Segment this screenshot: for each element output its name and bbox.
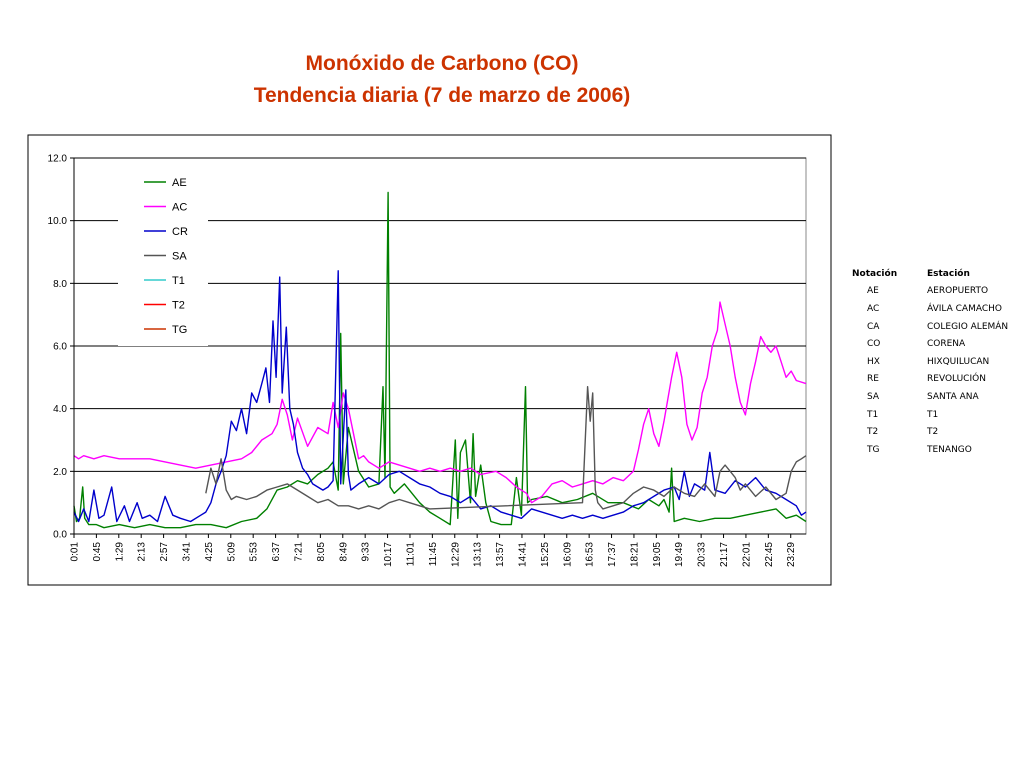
x-tick-label: 22:45 bbox=[764, 542, 775, 567]
x-tick-label: 16:09 bbox=[562, 542, 573, 567]
x-tick-label: 9:33 bbox=[361, 542, 372, 562]
station-name: ÁVILA CAMACHO bbox=[927, 303, 1002, 314]
y-tick-label: 4.0 bbox=[53, 404, 67, 415]
station-name: T2 bbox=[927, 427, 939, 438]
station-name: HIXQUILUCAN bbox=[927, 356, 990, 367]
x-tick-label: 7:21 bbox=[293, 542, 304, 562]
x-tick-label: 22:01 bbox=[741, 542, 752, 567]
x-tick-label: 11:45 bbox=[428, 542, 439, 567]
station-key-row: CO CORENA bbox=[848, 335, 1008, 353]
y-tick-label: 0.0 bbox=[53, 530, 67, 541]
x-tick-label: 8:05 bbox=[316, 542, 327, 562]
y-axis: 0.0 2.0 4.0 6.0 8.0 10.0 12.0 bbox=[48, 154, 75, 541]
x-tick-label: 18:21 bbox=[629, 542, 640, 567]
legend-label-sa: SA bbox=[172, 251, 187, 263]
x-tick-label: 11:01 bbox=[405, 542, 416, 567]
series-line-ac bbox=[73, 301, 807, 504]
legend-label-cr: CR bbox=[172, 226, 188, 238]
station-code: AE bbox=[867, 286, 879, 297]
y-tick-label: 2.0 bbox=[53, 467, 67, 478]
y-tick-label: 10.0 bbox=[48, 216, 68, 227]
station-code: T1 bbox=[867, 409, 879, 420]
x-tick-label: 16:53 bbox=[585, 542, 596, 567]
station-key-row: HX HIXQUILUCAN bbox=[848, 353, 1008, 371]
station-key-row: SA SANTA ANA bbox=[848, 388, 1008, 406]
x-tick-label: 17:37 bbox=[607, 542, 618, 567]
x-tick-label: 2:57 bbox=[159, 542, 170, 562]
station-name: AEROPUERTO bbox=[927, 286, 989, 297]
station-key-row: AE AEROPUERTO bbox=[848, 283, 1008, 301]
x-tick-label: 15:25 bbox=[540, 542, 551, 567]
station-key-header: Notación Estación bbox=[848, 265, 1008, 283]
x-tick-label: 13:57 bbox=[495, 542, 506, 567]
station-key-row: T2 T2 bbox=[848, 423, 1008, 441]
x-tick-label: 6:37 bbox=[271, 542, 282, 562]
x-tick-label: 19:05 bbox=[652, 542, 663, 567]
x-tick-label: 5:09 bbox=[226, 542, 237, 562]
x-tick-label: 12:29 bbox=[450, 542, 461, 567]
x-tick-label: 23:29 bbox=[786, 542, 797, 567]
x-tick-label: 2:13 bbox=[137, 542, 148, 562]
series-line-ae bbox=[73, 191, 807, 529]
x-tick-label: 13:13 bbox=[473, 542, 484, 567]
x-tick-label: 20:33 bbox=[697, 542, 708, 567]
station-code: CA bbox=[867, 321, 880, 332]
station-key-row: TG TENANGO bbox=[848, 441, 1008, 459]
legend-label-t2: T2 bbox=[172, 300, 185, 312]
station-header: Estación bbox=[927, 268, 970, 279]
chart-title-line-2: Tendencia diaria (7 de marzo de 2006) bbox=[253, 84, 631, 107]
station-key-row: T1 T1 bbox=[848, 406, 1008, 424]
station-key-row: CA COLEGIO ALEMÁN bbox=[848, 318, 1008, 336]
station-code: AC bbox=[867, 303, 880, 314]
station-code: RE bbox=[867, 374, 879, 385]
legend-label-t1: T1 bbox=[172, 275, 185, 287]
x-tick-label: 8:49 bbox=[338, 542, 349, 562]
x-tick-label: 0:01 bbox=[70, 542, 81, 562]
legend-label-ae: AE bbox=[172, 177, 187, 189]
station-code: HX bbox=[867, 356, 880, 367]
x-axis: 0:01 0:45 1:29 2:13 2:57 3:41 4:25 5:09 5:53 6:37… bbox=[70, 533, 806, 567]
legend: AE AC CR SA T1 T2 TG bbox=[118, 166, 208, 346]
y-tick-label: 12.0 bbox=[48, 154, 68, 165]
x-tick-label: 1:29 bbox=[114, 542, 125, 562]
station-name: T1 bbox=[927, 409, 939, 420]
station-code: SA bbox=[867, 391, 880, 402]
x-tick-label: 5:53 bbox=[249, 542, 260, 562]
x-tick-label: 0:45 bbox=[92, 542, 103, 562]
station-name: COLEGIO ALEMÁN bbox=[927, 321, 1009, 332]
station-key-row: RE REVOLUCIÓN bbox=[848, 371, 1008, 389]
station-name: SANTA ANA bbox=[927, 391, 979, 402]
x-tick-label: 4:25 bbox=[204, 542, 215, 562]
station-code: T2 bbox=[867, 427, 879, 438]
y-tick-label: 8.0 bbox=[53, 279, 67, 290]
series-lines bbox=[73, 191, 807, 529]
station-name: REVOLUCIÓN bbox=[927, 374, 986, 385]
station-key-table: Notación Estación AE AEROPUERTO AC ÁVILA C… bbox=[848, 265, 1008, 459]
legend-label-tg: TG bbox=[172, 324, 187, 336]
x-tick-label: 19:49 bbox=[674, 542, 685, 567]
station-code: CO bbox=[867, 339, 881, 350]
station-key-row: AC ÁVILA CAMACHO bbox=[848, 300, 1008, 318]
x-tick-label: 3:41 bbox=[181, 542, 192, 562]
chart-title-line-1: Monóxido de Carbono (CO) bbox=[305, 52, 579, 75]
station-name: CORENA bbox=[927, 339, 966, 350]
x-tick-label: 21:17 bbox=[719, 542, 730, 567]
x-tick-label: 10:17 bbox=[383, 542, 394, 567]
x-tick-label: 14:41 bbox=[517, 542, 528, 567]
station-name: TENANGO bbox=[927, 444, 972, 455]
station-code: TG bbox=[867, 444, 880, 455]
y-tick-label: 6.0 bbox=[53, 342, 67, 353]
legend-label-ac: AC bbox=[172, 202, 187, 214]
series-line-sa bbox=[205, 386, 807, 510]
notation-header: Notación bbox=[852, 268, 898, 279]
